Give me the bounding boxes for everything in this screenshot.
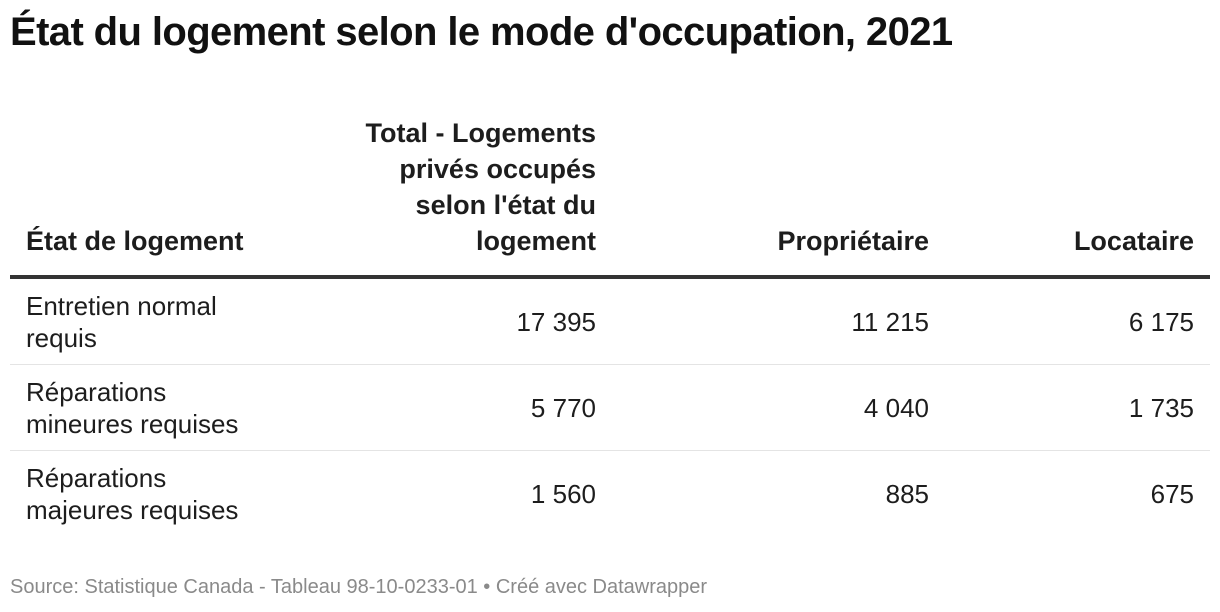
cell-total: 5 770 — [250, 364, 596, 451]
cell-locataire: 6 175 — [929, 277, 1210, 365]
table-row: Entretien normal requis 17 395 11 215 6 … — [10, 277, 1210, 365]
table-row: Réparations mineures requises 5 770 4 04… — [10, 364, 1210, 451]
chart-title: État du logement selon le mode d'occupat… — [10, 10, 953, 54]
column-header-total-label: Total - Logements privés occupés selon l… — [365, 118, 596, 256]
cell-proprietaire: 11 215 — [596, 277, 929, 365]
row-label: Réparations mineures requises — [26, 376, 239, 439]
row-label: Réparations majeures requises — [26, 462, 239, 525]
cell-locataire: 675 — [1150, 478, 1194, 509]
column-header-total[interactable]: Total - Logements privés occupés selon l… — [250, 115, 596, 279]
column-header-locataire[interactable]: Locataire — [929, 115, 1210, 279]
cell-total: 1 560 — [530, 478, 596, 509]
cell-proprietaire: 885 — [885, 478, 929, 509]
column-header-proprietaire[interactable]: Propriétaire — [596, 115, 929, 279]
row-label: Entretien normal requis — [26, 290, 217, 353]
data-table: État de logement Total - Logements privé… — [10, 115, 1210, 536]
row-label-cell: Réparations mineures requises — [10, 364, 250, 451]
table-row: Réparations majeures requises 1 560 885 … — [10, 451, 1210, 537]
row-label-cell: Entretien normal requis — [10, 277, 250, 365]
header-row: État de logement Total - Logements privé… — [10, 115, 1210, 279]
cell-total: 17 395 — [250, 277, 596, 365]
cell-proprietaire: 4 040 — [596, 364, 929, 451]
cell-locataire: 1 735 — [929, 364, 1210, 451]
source-note: Source: Statistique Canada - Tableau 98-… — [10, 576, 708, 598]
column-header-etat[interactable]: État de logement — [10, 115, 250, 279]
row-label-cell: Réparations majeures requises — [10, 451, 250, 537]
